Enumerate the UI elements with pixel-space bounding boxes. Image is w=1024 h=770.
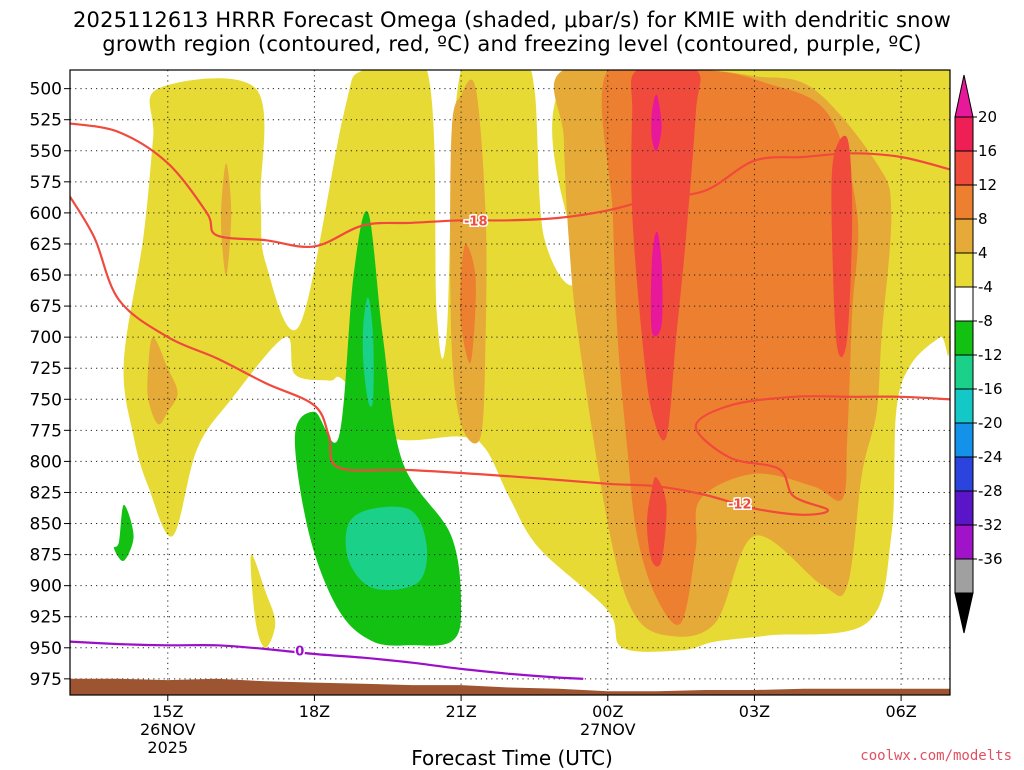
omega-region-pos8-3 (220, 163, 232, 276)
x-tick-label-00Z: 00Z (592, 702, 623, 721)
colorbar-swatch-1 (954, 150, 974, 186)
dendritic-contour-m18 (70, 122, 950, 249)
x-axis-title: Forecast Time (UTC) (411, 746, 613, 770)
omega-region-pos16-8 (630, 70, 701, 441)
colorbar-top-arrow (954, 74, 974, 118)
colorbar-swatch-0 (954, 116, 974, 152)
chart-title-line-1: 2025112613 HRRR Forecast Omega (shaded, … (72, 8, 952, 32)
y-tick-label-550: 550 (30, 142, 62, 162)
y-tick-label-600: 600 (30, 204, 62, 224)
colorbar-label-13: -36 (978, 550, 1003, 568)
chart-title-line-2: growth region (contoured, red, ºC) and f… (102, 32, 922, 56)
omega-region-pos20-11 (651, 94, 662, 152)
contour-label-0: -18 (464, 214, 488, 229)
x-year-label-0: 2025 (147, 738, 188, 757)
colorbar-swatch-10 (954, 456, 974, 492)
colorbar-label-7: -12 (978, 346, 1003, 364)
contour-layer: -18 -12 0 (70, 122, 950, 680)
contour-label-2: 0 (295, 644, 304, 659)
colorbar-swatch-11 (954, 490, 974, 526)
y-tick-label-500: 500 (30, 80, 62, 100)
contour-label-1: -12 (728, 498, 752, 513)
colorbar-swatch-8 (954, 388, 974, 424)
colorbar-swatch-3 (954, 218, 974, 254)
plot-frame (69, 69, 951, 696)
omega-shading-layer (113, 70, 950, 652)
colorbar-swatch-13 (954, 558, 974, 594)
dendritic-contour-m12 (70, 196, 950, 516)
colorbar-swatch-12 (954, 524, 974, 560)
y-tick-label-975: 975 (30, 670, 62, 690)
omega-region-pos20-12 (650, 231, 663, 337)
x-tick-label-06Z: 06Z (885, 702, 916, 721)
freezing-level-contour (70, 640, 584, 680)
y-tick-label-900: 900 (30, 577, 62, 597)
colorbar-label-0: 20 (978, 108, 997, 126)
y-tick-label-625: 625 (30, 235, 62, 255)
colorbar-label-11: -28 (978, 482, 1003, 500)
colorbar-label-4: 4 (978, 244, 988, 262)
y-axis: 500 525 550 575 600 625 650 675 700 725 750 775 800 8… (30, 80, 70, 690)
omega-region-pos16-9 (831, 135, 853, 358)
omega-region-neg4-16 (113, 504, 134, 562)
colorbar-bottom-arrow (954, 592, 974, 634)
colorbar-swatch-7 (954, 354, 974, 390)
x-tick-label-18Z: 18Z (299, 702, 330, 721)
x-tick-label-15Z: 15Z (152, 702, 183, 721)
terrain-layer (70, 678, 950, 695)
colorbar-swatch-2 (954, 184, 974, 220)
y-tick-label-925: 925 (30, 608, 62, 628)
colorbar-swatch-9 (954, 422, 974, 458)
omega-region-neg8-15 (362, 297, 374, 407)
x-tick-label-03Z: 03Z (739, 702, 770, 721)
colorbar-swatch-5 (954, 286, 974, 322)
colorbar-label-9: -20 (978, 414, 1003, 432)
y-tick-label-575: 575 (30, 173, 62, 193)
omega-region-neg8-14 (345, 506, 428, 590)
y-tick-label-825: 825 (30, 483, 62, 503)
colorbar: 20 16 12 8 4 -4 -8 -12 -16 -20 -24 -28 -32 -36 (954, 74, 1003, 634)
omega-region-pos16-10 (646, 476, 667, 567)
y-tick-label-850: 850 (30, 515, 62, 535)
y-tick-label-525: 525 (30, 111, 62, 131)
y-tick-label-750: 750 (30, 390, 62, 410)
dotted-grid (70, 70, 950, 695)
colorbar-label-8: -16 (978, 380, 1003, 398)
credit-link[interactable]: coolwx.com/modelts (860, 748, 1012, 764)
y-tick-label-725: 725 (30, 359, 62, 379)
terrain-surface (70, 678, 950, 695)
x-date-label-3: 27NOV (580, 720, 636, 739)
y-tick-label-650: 650 (30, 266, 62, 286)
colorbar-label-5: -4 (978, 278, 993, 296)
colorbar-label-12: -32 (978, 516, 1003, 534)
colorbar-swatch-4 (954, 252, 974, 288)
y-tick-label-775: 775 (30, 421, 62, 441)
x-date-label-0: 26NOV (140, 720, 196, 739)
colorbar-label-6: -8 (978, 312, 993, 330)
omega-region-pos12-7 (460, 243, 476, 364)
omega-region-pos4-1 (250, 554, 276, 648)
colorbar-swatch-6 (954, 320, 974, 356)
y-tick-label-875: 875 (30, 546, 62, 566)
y-tick-label-950: 950 (30, 639, 62, 659)
omega-region-pos8-2 (147, 337, 178, 425)
colorbar-label-2: 12 (978, 176, 997, 194)
y-tick-label-700: 700 (30, 328, 62, 348)
y-tick-label-800: 800 (30, 452, 62, 472)
colorbar-label-10: -24 (978, 448, 1003, 466)
colorbar-label-1: 16 (978, 142, 997, 160)
y-tick-label-675: 675 (30, 297, 62, 317)
x-tick-label-21Z: 21Z (445, 702, 476, 721)
colorbar-label-3: 8 (978, 210, 988, 228)
